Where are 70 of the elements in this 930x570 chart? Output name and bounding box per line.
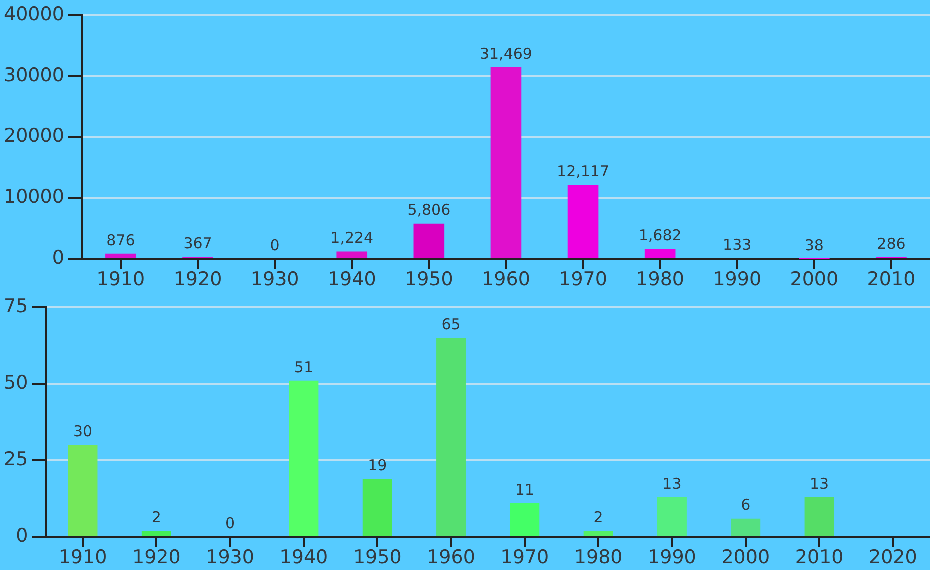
bar (68, 445, 98, 536)
data-label: 133 (723, 236, 752, 254)
data-label: 12,117 (557, 162, 610, 181)
data-label: 30 (73, 422, 93, 441)
y-tick-label: 50 (4, 372, 28, 394)
y-tick-label: 10000 (4, 186, 64, 208)
bar (644, 248, 676, 258)
data-label: 1,682 (638, 226, 682, 244)
data-label: 286 (877, 234, 906, 253)
y-tick-label: 0 (16, 525, 28, 548)
bar (436, 338, 466, 536)
data-label: 51 (294, 358, 314, 376)
data-label: 13 (810, 474, 830, 493)
data-label: 2 (152, 508, 162, 526)
data-label: 5,806 (408, 201, 451, 220)
data-label: 876 (106, 231, 136, 250)
x-tick-label: 1980 (574, 546, 623, 569)
data-label: 13 (662, 474, 682, 493)
data-label: 6 (741, 496, 751, 514)
x-tick-label: 1930 (250, 268, 300, 291)
x-tick-label: 1950 (404, 268, 454, 291)
x-tick-label: 1990 (648, 546, 696, 569)
data-label: 367 (184, 234, 212, 252)
data-label: 0 (226, 514, 236, 533)
data-label: 0 (270, 236, 280, 255)
x-tick-label: 2010 (795, 546, 844, 569)
y-tick-label: 75 (4, 295, 28, 318)
bar (510, 503, 540, 536)
x-tick-label: 1940 (280, 546, 328, 569)
bar (142, 531, 172, 536)
x-tick-label: 2000 (790, 268, 839, 291)
bar (804, 497, 834, 536)
bar (657, 497, 687, 536)
y-tick-label: 40000 (4, 3, 64, 26)
bar (414, 224, 445, 258)
x-tick-label: 2010 (867, 268, 916, 291)
x-tick-label: 1910 (96, 268, 146, 291)
x-tick-label: 1980 (636, 268, 684, 291)
data-label: 65 (442, 315, 461, 334)
data-label: 31,469 (480, 44, 532, 63)
y-tick-label: 0 (52, 247, 64, 270)
x-tick-label: 2020 (868, 546, 918, 569)
x-tick-label: 1930 (206, 546, 254, 569)
y-tick-label: 30000 (4, 64, 64, 86)
y-tick-label: 20000 (4, 125, 64, 148)
x-tick-label: 1940 (328, 268, 376, 291)
x-tick-label: 1990 (713, 268, 762, 291)
bar (568, 185, 599, 258)
bar (584, 531, 614, 536)
x-tick-label: 1950 (353, 546, 402, 569)
data-label: 2 (594, 508, 604, 526)
data-label: 11 (515, 480, 534, 499)
data-label: 1,224 (330, 229, 374, 248)
bar (336, 252, 368, 258)
x-tick-label: 1920 (174, 268, 222, 291)
x-tick-label: 1920 (132, 546, 181, 569)
x-tick-label: 1960 (482, 268, 530, 291)
bar (362, 478, 392, 536)
data-label: 38 (804, 236, 824, 254)
x-tick-label: 1910 (58, 546, 108, 569)
bar (106, 254, 136, 258)
x-tick-label: 1970 (500, 546, 550, 569)
x-tick-label: 1960 (427, 546, 476, 569)
data-label: 19 (368, 456, 388, 474)
x-tick-label: 2000 (722, 546, 770, 569)
bar (731, 518, 761, 536)
bar (289, 380, 319, 536)
bar (490, 67, 522, 258)
x-tick-label: 1970 (559, 268, 608, 291)
y-tick-label: 25 (4, 448, 28, 471)
